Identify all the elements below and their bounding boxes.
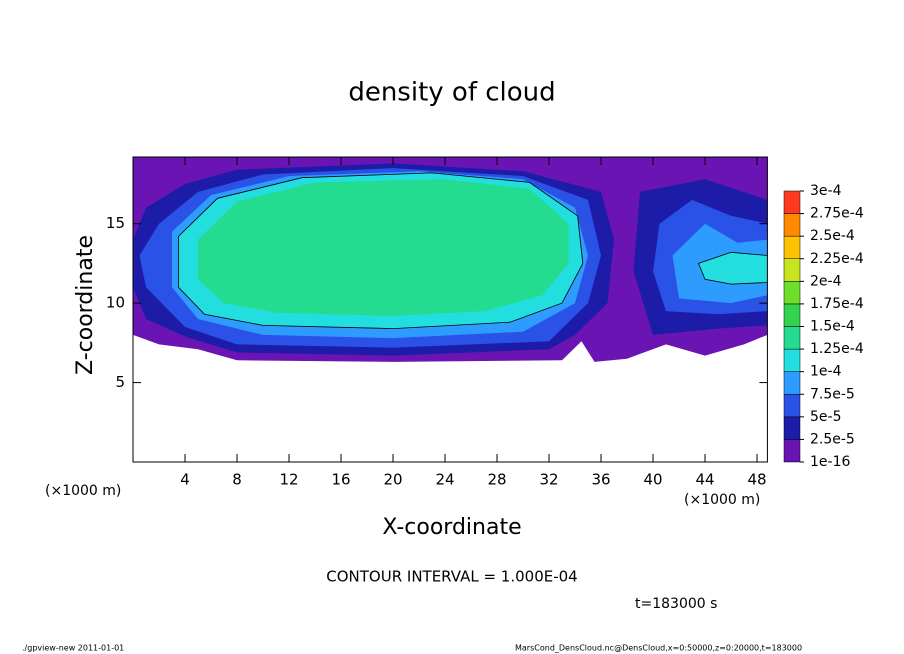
colorbar-swatch [783,439,801,463]
y-axis-label: Z-coordinate [73,235,98,375]
x-tick-label: 24 [435,471,454,489]
colorbar-label: 3e-4 [810,183,842,199]
plot-frame [132,156,768,463]
x-tick-label: 16 [331,471,350,489]
field-region [198,179,569,316]
colorbar-label: 2.25e-4 [810,251,864,267]
colorbar-label: 5e-5 [810,409,841,425]
colorbar-label: 2e-4 [810,273,842,289]
x-tick-label: 36 [591,471,610,489]
colorbar-label: 2.5e-5 [810,431,855,447]
x-tick-label: 4 [180,471,190,489]
x-tick-label: 40 [643,471,662,489]
x-tick-label: 44 [695,471,714,489]
x-tick-label: 28 [487,471,506,489]
colorbar-swatch [783,326,801,350]
colorbar-swatch [783,303,801,327]
colorbar-swatch [783,394,801,418]
x-axis-label: X-coordinate [382,515,521,540]
colorbar-swatch [783,348,801,372]
y-tick-label: 10 [106,294,125,312]
colorbar-swatch [783,235,801,260]
colorbar-label: 1.25e-4 [810,341,864,357]
colorbar-swatch [783,281,801,305]
x-tick-label: 12 [279,471,298,489]
colorbar-swatch [783,258,801,282]
y-tick-label: 5 [115,373,125,391]
colorbar-swatch [783,213,801,237]
colorbar-swatch [783,416,801,440]
colorbar-swatch [783,190,801,214]
contour-interval: CONTOUR INTERVAL = 1.000E-04 [326,568,577,586]
field [133,157,768,362]
x-tick-label: 8 [232,471,242,489]
colorbar-label: 7.5e-5 [810,386,855,402]
x-tick-label: 20 [383,471,402,489]
chart-title: density of cloud [348,78,555,108]
x-unit: (×1000 m) [684,492,760,508]
time-label: t=183000 s [635,596,717,612]
x-tick-label: 32 [539,471,558,489]
y-unit: (×1000 m) [45,483,121,499]
footer-left: ./gpview-new 2011-01-01 [22,644,124,653]
colorbar-swatch [783,371,801,395]
colorbar-label: 1.75e-4 [810,296,864,312]
colorbar-label: 1.5e-4 [810,319,855,335]
x-tick-label: 48 [747,471,766,489]
colorbar-label: 2.75e-4 [810,206,864,222]
y-tick-label: 15 [106,214,125,232]
footer-right: MarsCond_DensCloud.nc@DensCloud,x=0:5000… [515,644,802,653]
colorbar-label: 1e-16 [810,454,850,470]
colorbar-label: 1e-4 [810,364,842,380]
colorbar-label: 2.5e-4 [810,228,855,244]
